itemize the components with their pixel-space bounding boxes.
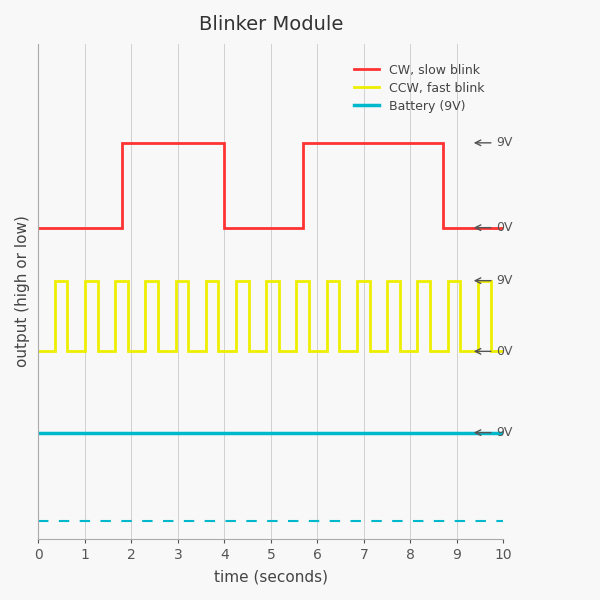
Legend: CW, slow blink, CCW, fast blink, Battery (9V): CW, slow blink, CCW, fast blink, Battery… <box>350 60 488 116</box>
Title: Blinker Module: Blinker Module <box>199 15 343 34</box>
Text: 0V: 0V <box>475 345 513 358</box>
Text: 9V: 9V <box>475 274 513 287</box>
X-axis label: time (seconds): time (seconds) <box>214 570 328 585</box>
Y-axis label: output (high or low): output (high or low) <box>15 215 30 367</box>
Text: 9V: 9V <box>475 426 513 439</box>
Text: 0V: 0V <box>475 221 513 234</box>
Text: 9V: 9V <box>475 136 513 149</box>
